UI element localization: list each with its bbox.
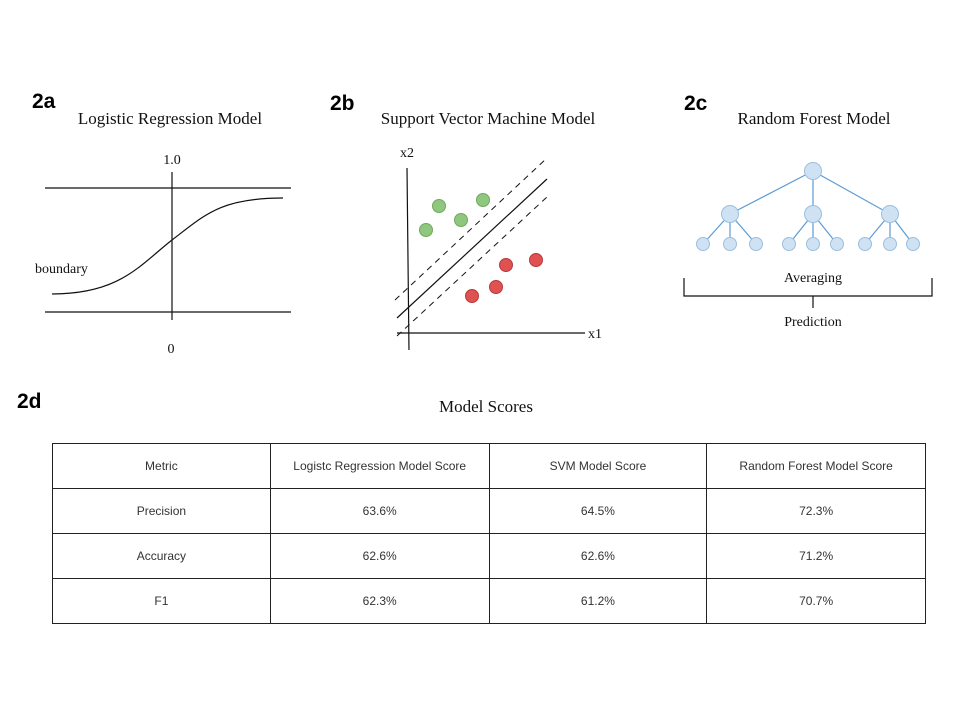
class-b-point [465,289,479,303]
prediction-label: Prediction [784,315,842,330]
tree-leaf-node [696,237,710,251]
class-a-point [476,193,490,207]
top-value-label: 1.0 [163,153,181,168]
svm-margin-upper [394,157,548,301]
table-header-row: Metric Logistc Regression Model Score SV… [52,443,926,489]
svm-margin-lower [396,196,548,337]
bottom-value-label: 0 [168,342,175,357]
tree-leaf-node [830,237,844,251]
averaging-label: Averaging [784,271,842,286]
tree-leaf-node [858,237,872,251]
class-a-point [419,223,433,237]
model-scores-table: Metric Logistc Regression Model Score SV… [52,443,926,624]
panel-label-2d: 2d [17,390,42,413]
averaging-bracket [683,278,933,308]
random-forest-diagram: Averaging Prediction [683,162,933,330]
score-cell: 62.3% [269,578,490,624]
score-cell: 71.2% [706,533,926,579]
score-cell: 63.6% [269,488,490,534]
svm-x-axis-label: x1 [588,327,602,342]
svm-title: Support Vector Machine Model [380,109,596,128]
tree-node [721,205,739,223]
boundary-label: boundary [35,262,88,277]
score-cell: 62.6% [269,533,490,579]
score-cell: 64.5% [488,488,708,534]
tree-node [804,205,822,223]
tree-leaf-node [749,237,763,251]
score-cell: 72.3% [706,488,926,534]
logistic-regression-diagram: 1.0 0 boundary [35,153,291,357]
panel-label-2c: 2c [684,92,708,115]
logistic-regression-title: Logistic Regression Model [77,109,263,128]
class-b-point [499,258,513,272]
class-a-point [454,213,468,227]
tree-leaf-node [723,237,737,251]
sigmoid-curve [51,197,284,295]
tree-root-node [804,162,822,180]
table-row: Accuracy 62.6% 62.6% 71.2% [52,533,926,579]
table-row: F1 62.3% 61.2% 70.7% [52,578,926,624]
model-scores-title: Model Scores [439,397,533,416]
score-cell: 62.6% [488,533,708,579]
class-b-point [529,253,543,267]
panel-label-2a: 2a [32,90,56,113]
metric-cell: F1 [52,578,271,624]
metric-cell: Precision [52,488,271,534]
header-logistic-regression: Logistc Regression Model Score [269,443,490,489]
tree-leaf-node [782,237,796,251]
header-random-forest: Random Forest Model Score [706,443,926,489]
svm-y-axis-label: x2 [400,146,414,161]
header-svm: SVM Model Score [488,443,708,489]
tree-leaf-node [883,237,897,251]
svm-decision-boundary [396,178,548,319]
tree-node [881,205,899,223]
header-metric: Metric [52,443,271,489]
tree-leaf-node [806,237,820,251]
class-a-point [432,199,446,213]
svm-y-axis [406,167,410,350]
score-cell: 61.2% [488,578,708,624]
class-b-point [489,280,503,294]
table-row: Precision 63.6% 64.5% 72.3% [52,488,926,534]
tree-leaf-node [906,237,920,251]
random-forest-title: Random Forest Model [737,109,891,128]
svm-diagram: x2 x1 [394,146,602,350]
metric-cell: Accuracy [52,533,271,579]
panel-label-2b: 2b [330,92,355,115]
score-cell: 70.7% [706,578,926,624]
